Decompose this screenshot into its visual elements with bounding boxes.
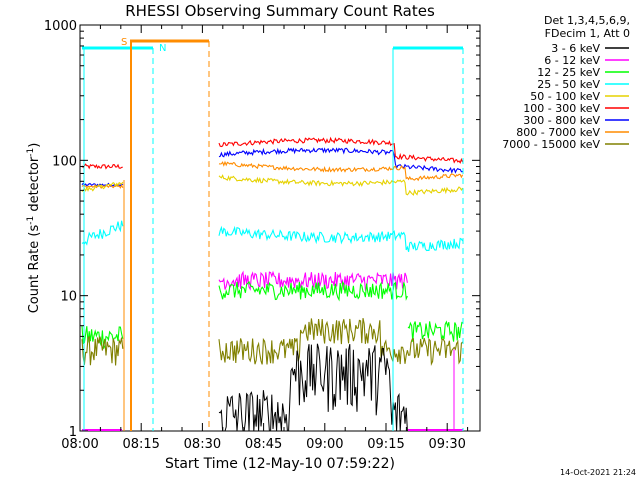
y-tick-label: 100: [52, 154, 77, 169]
flags-layer: SN: [82, 37, 464, 431]
series-line: [81, 163, 123, 170]
series-line: [218, 136, 464, 164]
series-line: [81, 325, 124, 349]
y-tick-label: 1: [69, 425, 77, 440]
legend-header-line1: Det 1,3,4,5,6,9,: [544, 14, 630, 27]
x-tick-label: 08:30: [184, 437, 221, 452]
axis-ticks: 1 10 100 1000 08:00 08:15 08:30 08:45 09:00 09:15…: [44, 19, 480, 452]
series-line: [407, 320, 463, 342]
x-tick-label: 09:15: [367, 437, 404, 452]
plot-frame: [79, 24, 481, 432]
y-axis-label-sup2: -1: [26, 148, 36, 157]
x-tick-label: 09:00: [306, 437, 343, 452]
y-axis-label-mid: detector: [27, 156, 42, 216]
series-line: [218, 270, 408, 292]
legend-label: 300 - 800 keV: [523, 114, 600, 127]
svg-text:Count Rate (s-1 detector-1): Count Rate (s-1 detector-1): [26, 143, 42, 314]
series-line: [218, 147, 463, 174]
y-axis-label: Count Rate (s-1 detector-1): [26, 143, 42, 314]
legend-label: 7000 - 15000 keV: [502, 138, 600, 151]
series-line: [81, 220, 124, 246]
series-layer: [81, 136, 464, 432]
saa-flag-label: S: [121, 37, 127, 48]
night-flag-label: N: [159, 43, 166, 54]
y-tick-label: 1000: [44, 19, 77, 34]
series-line: [218, 225, 464, 252]
y-axis-label-sup1: -1: [26, 216, 36, 225]
legend-label: 6 - 12 keV: [544, 54, 600, 67]
legend-label: 25 - 50 keV: [537, 78, 600, 91]
legend-label: 3 - 6 keV: [551, 42, 600, 55]
legend-label: 50 - 100 keV: [530, 90, 600, 103]
x-tick-label: 08:45: [245, 437, 282, 452]
y-tick-label: 10: [60, 290, 77, 305]
chart-title: RHESSI Observing Summary Count Rates: [125, 2, 435, 20]
series-line: [218, 317, 463, 367]
series-line: [218, 343, 408, 432]
series-line: [81, 181, 124, 192]
x-tick-label: 08:15: [122, 437, 159, 452]
legend-label: 100 - 300 keV: [523, 102, 600, 115]
x-axis-label: Start Time (12-May-10 07:59:22): [165, 456, 395, 472]
legend-label: 800 - 7000 keV: [516, 126, 600, 139]
footer-timestamp: 14-Oct-2021 21:24: [560, 468, 636, 477]
y-axis-label-main: Count Rate (s: [27, 225, 42, 314]
legend-label: 12 - 25 keV: [537, 66, 600, 79]
series-line: [81, 335, 124, 366]
series-line: [218, 174, 464, 196]
legend-header-line2: FDecim 1, Att 0: [545, 27, 630, 40]
legend: Det 1,3,4,5,6,9, FDecim 1, Att 0 3 - 6 k…: [502, 14, 630, 151]
x-tick-label: 08:00: [61, 437, 98, 452]
y-axis-label-end: ): [27, 143, 42, 148]
x-tick-label: 09:30: [428, 437, 465, 452]
series-line: [218, 160, 464, 182]
series-line: [218, 280, 408, 302]
